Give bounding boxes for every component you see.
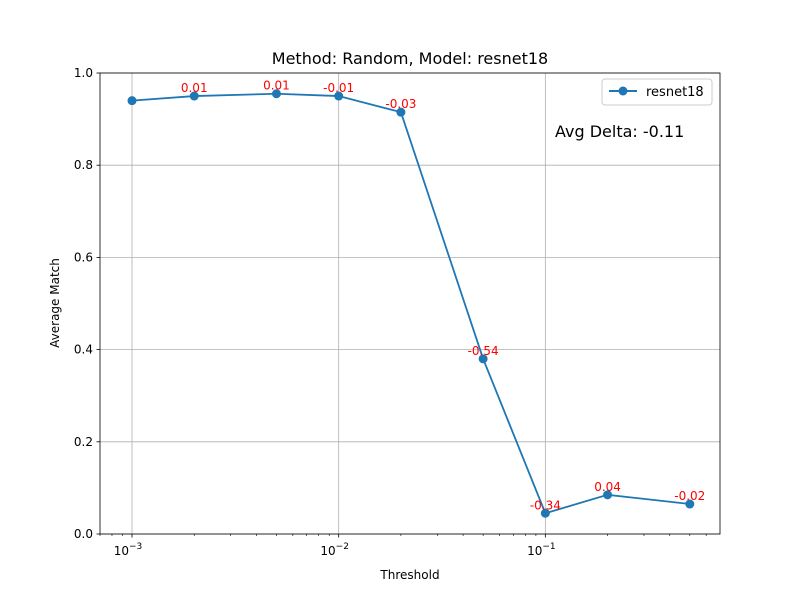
y-tick-label: 0.6: [74, 250, 93, 264]
y-tick-label: 0.4: [74, 343, 93, 357]
delta-label: 0.01: [263, 79, 290, 93]
avg-delta-annotation: Avg Delta: -0.11: [555, 122, 684, 141]
y-axis-label: Average Match: [48, 258, 62, 348]
x-tick-label-exponent: −1: [542, 542, 555, 552]
x-tick-label-base: 10: [320, 544, 335, 558]
data-point: [189, 91, 199, 101]
y-tick-label: 0.0: [74, 527, 93, 541]
delta-label: -0.02: [674, 489, 705, 503]
delta-label: -0.54: [468, 344, 499, 358]
data-point: [685, 499, 695, 509]
data-point: [127, 96, 137, 106]
delta-label: 0.04: [594, 480, 621, 494]
series-layer: [127, 89, 695, 518]
legend-box: [601, 78, 713, 106]
x-tick-label-base: 10: [527, 544, 542, 558]
annotation-layer: 0.01 0.01 -0.01 -0.03 -0.54 -0.34 0.04 -0.02: [181, 79, 705, 513]
x-tick-label: 10−3: [114, 542, 143, 558]
x-tick-label-base: 10: [114, 544, 129, 558]
x-axis-label: Threshold: [379, 568, 439, 582]
legend-label: resnet18: [646, 85, 704, 100]
data-point: [540, 508, 550, 518]
delta-label: -0.01: [323, 81, 354, 95]
data-point: [334, 91, 344, 101]
legend-marker: [618, 86, 628, 96]
plot-frame: [99, 72, 721, 535]
x-tick-label: 10−2: [320, 542, 349, 558]
y-tick-label: 1.0: [74, 66, 93, 80]
data-point: [603, 490, 613, 500]
x-tick-label-exponent: −3: [129, 542, 142, 552]
y-tick-label: 0.8: [74, 158, 93, 172]
x-tick-label-exponent: −2: [336, 542, 349, 552]
legend: resnet18: [601, 78, 713, 106]
data-point: [271, 89, 281, 99]
y-tick-label: 0.2: [74, 435, 93, 449]
series-line-resnet18: [131, 92, 690, 515]
data-point: [478, 354, 488, 364]
delta-label: -0.03: [385, 97, 416, 111]
chart-title: Method: Random, Model: resnet18: [272, 49, 548, 68]
data-point: [396, 107, 406, 117]
delta-label: 0.01: [181, 81, 208, 95]
axes-layer: 0.00.20.40.60.81.010−3 10−2 10−1: [74, 66, 721, 558]
x-tick-label: 10−1: [527, 542, 556, 558]
delta-label: -0.34: [530, 498, 561, 512]
